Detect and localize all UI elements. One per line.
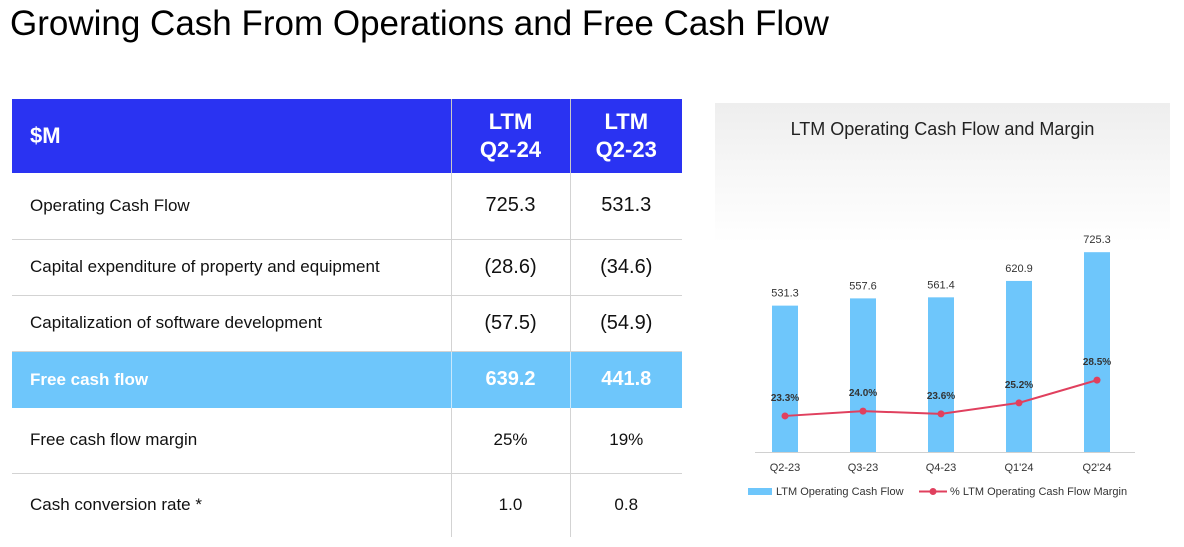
row-label: Free cash flow margin [12, 408, 451, 474]
header-ltm-q2-24: LTM Q2-24 [450, 99, 570, 173]
legend-bar-swatch [748, 488, 772, 495]
bar-value-label-3: 620.9 [1005, 263, 1033, 275]
header-metric: $M [30, 123, 61, 148]
bar-value-label-2: 561.4 [927, 279, 955, 291]
row-value-q2-23: 531.3 [569, 173, 682, 240]
chart-panel: LTM Operating Cash Flow and Margin 531.3… [715, 103, 1170, 547]
table-row-free-cash-flow: Free cash flow 639.2 441.8 [12, 351, 682, 408]
bar-2 [928, 297, 954, 452]
x-tick-label-3: Q1'24 [1004, 462, 1033, 474]
margin-label-3: 25.2% [1005, 380, 1033, 391]
legend-line-label: % LTM Operating Cash Flow Margin [950, 486, 1127, 498]
bar-value-label-1: 557.6 [849, 280, 877, 292]
row-value-q2-24: (57.5) [450, 295, 570, 352]
row-value-q2-24: 639.2 [450, 351, 570, 408]
margin-point-4 [1093, 376, 1101, 384]
bar-0 [772, 305, 798, 452]
row-value-q2-23: (54.9) [569, 295, 682, 352]
table-row-capitalized-software: Capitalization of software development (… [12, 295, 682, 352]
margin-point-0 [781, 412, 789, 420]
bar-4 [1084, 252, 1110, 452]
header-col1-line2: Q2-24 [479, 137, 542, 162]
margin-label-2: 23.6% [927, 391, 955, 402]
page-title: Growing Cash From Operations and Free Ca… [10, 4, 829, 43]
x-tick-label-0: Q2-23 [770, 462, 801, 474]
margin-label-4: 28.5% [1083, 357, 1111, 368]
margin-label-1: 24.0% [849, 388, 877, 399]
margin-point-1 [859, 407, 867, 415]
row-value-q2-23: 441.8 [569, 351, 682, 408]
row-value-q2-24: 725.3 [450, 173, 570, 240]
header-col1-line1: LTM [488, 109, 533, 134]
table-row-operating-cash-flow: Operating Cash Flow 725.3 531.3 [12, 173, 682, 240]
bar-value-label-0: 531.3 [771, 288, 799, 300]
row-label: Capitalization of software development [12, 295, 451, 352]
bar-1 [850, 298, 876, 452]
x-tick-label-4: Q2'24 [1082, 462, 1111, 474]
row-value-q2-24: 25% [450, 408, 570, 474]
ocf-margin-chart: 531.3 Q2-23 557.6 Q3-23 561.4 Q4-23 620.9 Q1'24… [748, 234, 1135, 498]
table-header-row: $M LTM Q2-24 LTM Q2-23 [12, 99, 682, 173]
row-value-q2-23: (34.6) [569, 239, 682, 296]
row-value-q2-24: (28.6) [450, 239, 570, 296]
x-tick-label-1: Q3-23 [848, 462, 879, 474]
x-tick-label-2: Q4-23 [926, 462, 957, 474]
row-label: Capital expenditure of property and equi… [12, 239, 451, 296]
row-label: Cash conversion rate * [30, 495, 202, 515]
cash-flow-table: $M LTM Q2-24 LTM Q2-23 Operating Cash Fl… [12, 99, 682, 537]
row-label: Free cash flow [12, 351, 451, 408]
margin-point-3 [1015, 399, 1023, 407]
legend-line-marker [929, 488, 937, 495]
row-value-q2-24: 1.0 [450, 473, 570, 537]
margin-label-0: 23.3% [771, 393, 799, 404]
row-label: Operating Cash Flow [12, 173, 451, 240]
margin-point-2 [937, 410, 945, 418]
table-row-capex: Capital expenditure of property and equi… [12, 239, 682, 296]
legend-bar-label: LTM Operating Cash Flow [776, 486, 904, 498]
bar-3 [1006, 280, 1032, 452]
row-value-q2-23: 19% [569, 408, 682, 474]
header-col2-line2: Q2-23 [595, 137, 657, 162]
chart-title: LTM Operating Cash Flow and Margin [790, 119, 1095, 139]
header-ltm-q2-23: LTM Q2-23 [569, 99, 682, 173]
table-row-fcf-margin: Free cash flow margin 25% 19% [12, 408, 682, 474]
header-col2-line1: LTM [604, 109, 649, 134]
table-row-cash-conversion: Cash conversion rate * 1.0 0.8 [12, 473, 682, 537]
row-value-q2-23: 0.8 [569, 473, 682, 537]
bar-value-label-4: 725.3 [1083, 234, 1111, 246]
